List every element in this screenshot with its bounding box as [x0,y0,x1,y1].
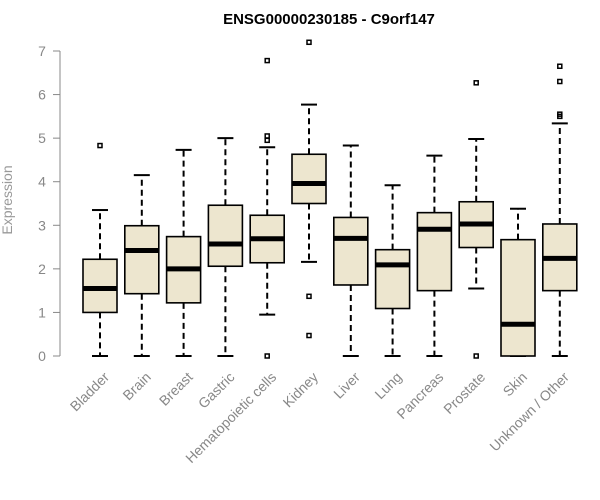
y-tick-label: 3 [38,217,46,233]
x-tick-label: Kidney [280,369,322,411]
outlier-point [97,142,103,149]
box-group-skin [500,207,536,357]
iqr-box [332,216,369,286]
x-tick-label: Skin [500,369,531,400]
iqr-box [291,153,327,205]
box-group-breast [165,148,202,357]
box-group-gastric [207,137,244,357]
x-tick-label: Brain [119,369,153,403]
x-tick-label: Liver [330,369,363,402]
box-group-kidney [291,39,327,339]
box-group-hematopoietic-cells [249,57,285,359]
x-tick-label: Bladder [67,369,113,415]
iqr-box [374,248,411,310]
y-tick-label: 2 [38,261,46,277]
iqr-box [500,238,536,357]
boxes [82,39,578,359]
outlier-point [473,353,479,359]
outlier-point [264,137,270,144]
iqr-box [207,204,244,268]
y-axis-label: Expression [0,165,15,234]
y-tick-label: 0 [38,348,46,364]
outlier-point [264,353,270,359]
box-group-bladder [82,142,118,357]
box-group-brain [124,174,160,357]
axes: 0 1 2 3 4 5 6 7 [38,43,61,364]
outlier-point [306,293,312,300]
box-group-unknown-other [541,63,578,357]
iqr-box [124,224,160,295]
box-group-liver [332,144,369,357]
x-tick-label: Lung [371,369,404,402]
y-tick-label: 5 [38,130,46,146]
x-tick-label: Breast [156,369,196,409]
box-group-pancreas [416,154,453,357]
iqr-box [416,211,453,292]
y-tick-label: 7 [38,43,46,59]
outlier-point [264,57,270,64]
outlier-point [557,111,563,117]
outlier-point [473,80,479,86]
y-tick-label: 6 [38,87,46,103]
iqr-box [82,258,118,314]
box-group-lung [374,184,411,357]
x-tick-label: Unknown / Other [486,369,572,455]
outlier-point [306,39,312,46]
chart-title: ENSG00000230185 - C9orf147 [223,11,435,28]
outlier-point [557,63,563,69]
box-group-prostate [458,80,495,359]
outlier-point [306,332,312,339]
outlier-point [264,133,270,139]
y-tick-label: 4 [38,174,46,190]
x-tick-label: Prostate [440,369,488,417]
y-tick-label: 1 [38,304,46,320]
outlier-point [557,78,563,85]
